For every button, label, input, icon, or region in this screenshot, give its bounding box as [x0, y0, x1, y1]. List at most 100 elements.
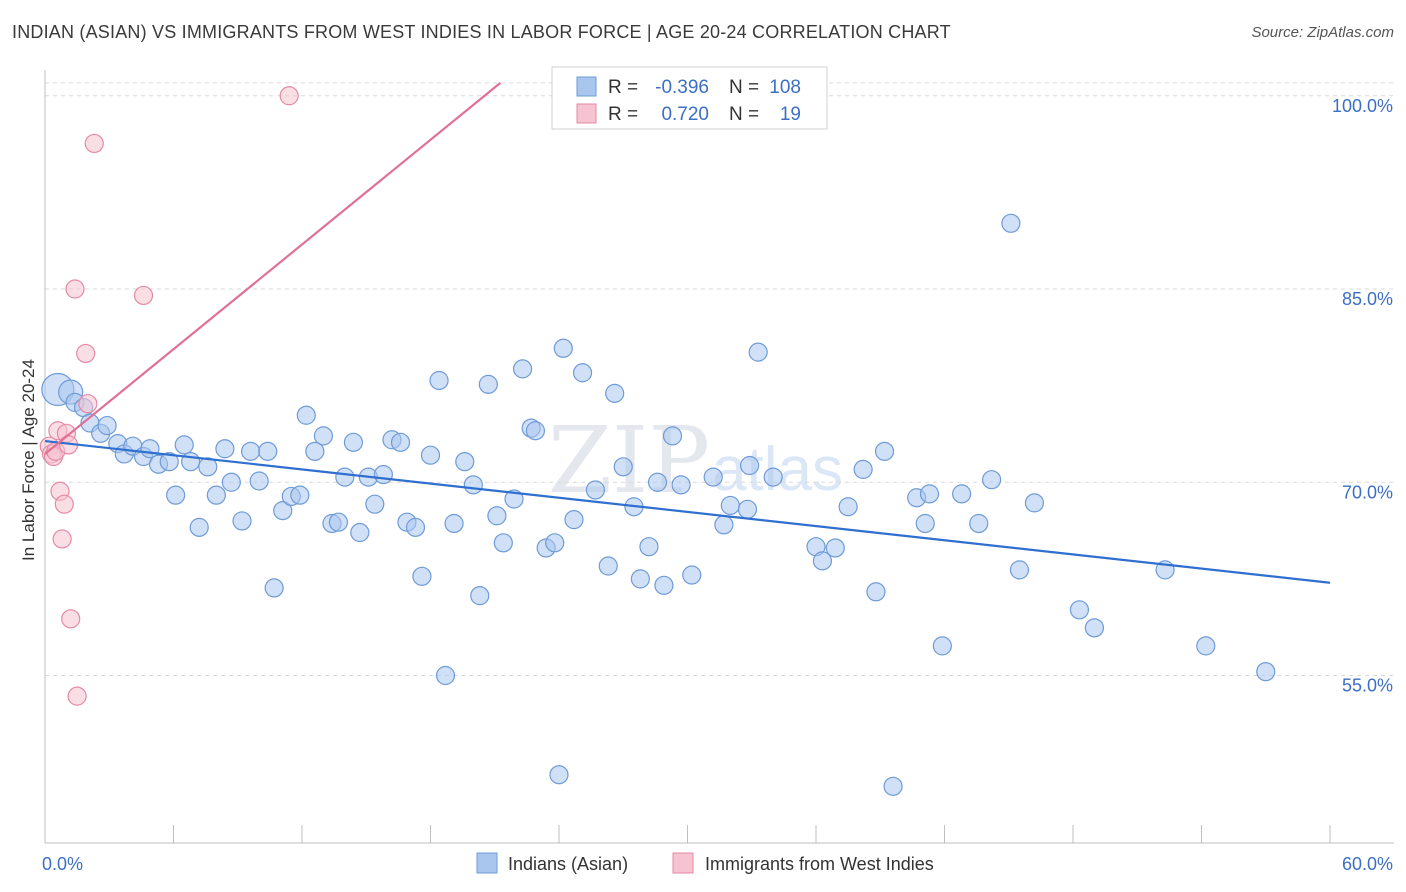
series-legend: Indians (Asian) Immigrants from West Ind…: [476, 852, 934, 874]
point-indians-69: [613, 457, 633, 477]
point-indians-107: [1256, 662, 1276, 682]
point-indians-95: [919, 484, 940, 504]
point-indians-55: [493, 533, 513, 553]
point-indians-79: [714, 515, 734, 535]
point-indians-13: [159, 452, 179, 472]
point-indians-84: [763, 467, 783, 487]
point-indians-104: [1084, 618, 1105, 638]
point-indians-56: [504, 489, 524, 509]
y-tick-label-1: 70.0%: [1342, 482, 1393, 502]
point-indians-21: [221, 472, 241, 492]
point-indians-89: [853, 459, 873, 479]
point-indians-101: [1009, 560, 1030, 580]
point-indians-86: [812, 551, 833, 571]
legend-r-value-1: -0.396: [655, 77, 709, 98]
point-indians-29: [290, 485, 310, 505]
point-indians-103: [1069, 600, 1090, 620]
point-indians-99: [982, 470, 1002, 490]
point-indians-53: [478, 374, 498, 394]
point-indians-78: [703, 467, 723, 487]
point-indians-39: [365, 494, 385, 514]
series-legend-swatch-west-indies: [672, 852, 694, 874]
point-west-indies-15: [133, 285, 154, 306]
point-west-indies-6: [52, 529, 72, 549]
point-indians-100: [1001, 213, 1021, 233]
point-indians-22: [232, 511, 252, 531]
point-west-indies-10: [65, 279, 85, 299]
point-indians-68: [605, 383, 625, 403]
point-indians-67: [598, 556, 618, 576]
trend-line-indians: [44, 439, 1331, 584]
chart-title: INDIAN (ASIAN) VS IMMIGRANTS FROM WEST I…: [12, 22, 951, 42]
correlation-legend: R = -0.396 N = 108 R = 0.720 N = 19: [551, 66, 828, 130]
point-west-indies-16: [279, 86, 299, 106]
point-indians-66: [585, 480, 606, 500]
legend-n-value-2: 19: [780, 104, 801, 125]
point-indians-25: [258, 441, 278, 461]
x-tick-label-end: 60.0%: [1342, 854, 1393, 874]
point-west-indies-9: [61, 609, 81, 629]
point-indians-65: [572, 363, 593, 383]
legend-swatch-blue: [576, 76, 597, 97]
point-indians-19: [206, 485, 226, 505]
point-indians-15: [174, 435, 194, 455]
point-indians-91: [874, 441, 895, 461]
point-west-indies-7: [54, 494, 74, 514]
legend-n-label-2: N =: [729, 104, 759, 125]
point-indians-18: [198, 457, 218, 477]
legend-box: [551, 66, 828, 130]
gridlines: [45, 82, 1394, 677]
point-indians-6: [97, 415, 117, 436]
point-indians-35: [335, 467, 355, 487]
point-indians-52: [470, 586, 490, 606]
legend-swatch-pink: [576, 103, 597, 124]
point-indians-31: [305, 441, 325, 461]
point-indians-20: [215, 439, 235, 459]
point-indians-26: [264, 578, 284, 598]
point-indians-96: [932, 636, 952, 656]
legend-n-label-1: N =: [729, 77, 759, 98]
x-tick-label-start: 0.0%: [42, 854, 83, 874]
point-indians-90: [866, 582, 886, 602]
point-indians-76: [671, 475, 691, 495]
tick-labels: 55.0% 70.0% 85.0% 100.0% 0.0% 60.0%: [42, 96, 1393, 874]
point-indians-37: [350, 522, 370, 543]
y-axis-title: In Labor Force | Age 20-24: [19, 359, 38, 561]
point-indians-51: [463, 475, 483, 495]
point-indians-97: [952, 484, 972, 504]
point-indians-23: [241, 441, 261, 461]
point-indians-34: [328, 512, 349, 532]
watermark: ZIP atlas: [548, 407, 843, 514]
point-indians-30: [296, 405, 316, 425]
point-west-indies-14: [84, 133, 104, 154]
point-indians-48: [435, 665, 456, 686]
point-indians-14: [166, 485, 186, 505]
point-indians-50: [455, 452, 475, 472]
legend-r-label-2: R =: [608, 104, 638, 125]
point-indians-62: [549, 765, 569, 785]
point-indians-57: [512, 359, 533, 379]
point-indians-45: [412, 566, 432, 586]
point-west-indies-12: [76, 343, 96, 364]
point-indians-75: [662, 426, 683, 446]
point-indians-47: [429, 370, 449, 391]
point-indians-77: [682, 565, 702, 585]
point-indians-106: [1196, 636, 1216, 656]
point-indians-44: [405, 517, 426, 537]
series-legend-label-indians: Indians (Asian): [508, 854, 628, 874]
point-indians-102: [1024, 493, 1045, 513]
point-indians-27: [273, 501, 293, 521]
point-indians-88: [838, 497, 858, 517]
trend-line-west-indies: [44, 82, 502, 455]
point-indians-59: [525, 421, 546, 441]
point-indians-63: [553, 338, 573, 358]
series-legend-swatch-indians: [476, 852, 498, 874]
point-indians-72: [639, 537, 659, 557]
point-indians-98: [969, 513, 989, 534]
legend-n-value-1: 108: [769, 77, 801, 98]
point-indians-81: [737, 499, 758, 519]
point-west-indies-13: [78, 394, 98, 414]
point-indians-24: [249, 471, 269, 491]
legend-r-value-2: 0.720: [661, 104, 709, 125]
